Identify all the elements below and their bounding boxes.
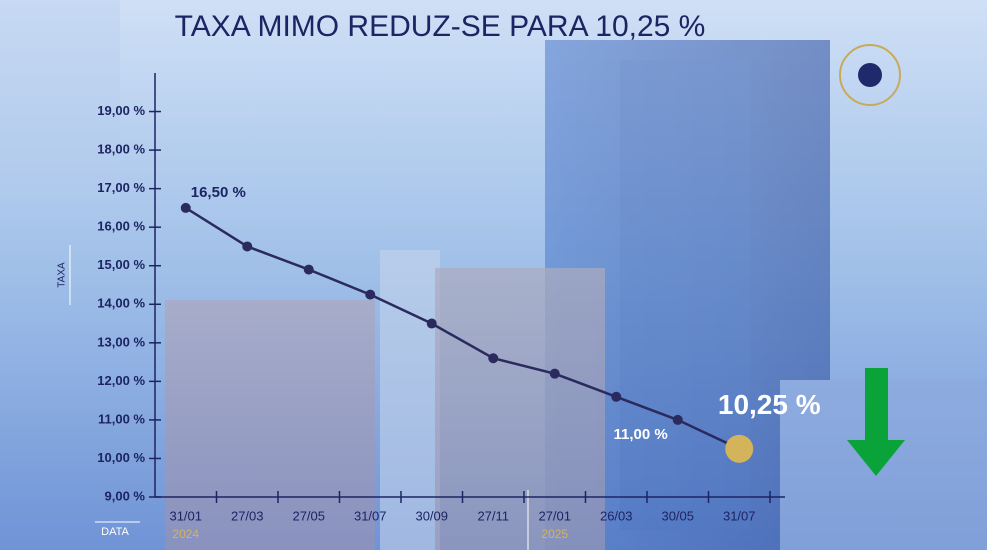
data-point bbox=[180, 202, 191, 213]
x-tick-label: 27/03 bbox=[231, 508, 264, 523]
x-tick-label: 31/07 bbox=[723, 508, 756, 523]
y-tick-label: 14,00 % bbox=[97, 296, 145, 311]
y-tick-label: 10,00 % bbox=[97, 450, 145, 465]
value-label: 16,50 % bbox=[191, 184, 246, 201]
data-point bbox=[365, 289, 376, 300]
x-tick-label: 26/03 bbox=[600, 508, 633, 523]
value-label: 11,00 % bbox=[614, 426, 668, 443]
data-point bbox=[426, 318, 437, 329]
data-point bbox=[549, 368, 560, 379]
x-tick-label: 27/11 bbox=[477, 508, 509, 523]
year-label: 2024 bbox=[172, 527, 199, 541]
y-tick-label: 16,00 % bbox=[97, 219, 145, 234]
y-tick-label: 15,00 % bbox=[97, 257, 145, 272]
data-point bbox=[303, 264, 314, 275]
x-tick-label: 27/05 bbox=[292, 508, 325, 523]
data-point bbox=[611, 391, 622, 402]
y-tick-label: 18,00 % bbox=[97, 142, 145, 157]
data-point bbox=[242, 241, 253, 252]
x-axis-label: DATA bbox=[101, 526, 129, 538]
y-tick-label: 9,00 % bbox=[105, 488, 146, 503]
y-axis-label: TAXA bbox=[57, 262, 68, 288]
data-point bbox=[725, 434, 754, 463]
x-tick-label: 31/07 bbox=[354, 508, 387, 523]
y-tick-label: 13,00 % bbox=[97, 334, 145, 349]
data-line bbox=[185, 206, 740, 450]
x-tick-label: 30/09 bbox=[415, 508, 448, 523]
y-tick-label: 19,00 % bbox=[97, 103, 145, 118]
data-point bbox=[672, 414, 683, 425]
year-label: 2025 bbox=[541, 527, 568, 541]
x-tick-label: 27/01 bbox=[538, 508, 571, 523]
x-tick-label: 31/01 bbox=[169, 508, 202, 523]
x-tick-label: 30/05 bbox=[661, 508, 694, 523]
value-label: 10,25 % bbox=[718, 389, 821, 420]
chart-title: TAXA MIMO REDUZ-SE PARA 10,25 % bbox=[175, 10, 706, 43]
data-point bbox=[488, 353, 499, 364]
y-tick-label: 11,00 % bbox=[98, 411, 145, 426]
y-tick-label: 17,00 % bbox=[97, 180, 145, 195]
down-arrow bbox=[847, 368, 905, 476]
logo bbox=[839, 44, 901, 106]
y-tick-label: 12,00 % bbox=[97, 373, 145, 388]
